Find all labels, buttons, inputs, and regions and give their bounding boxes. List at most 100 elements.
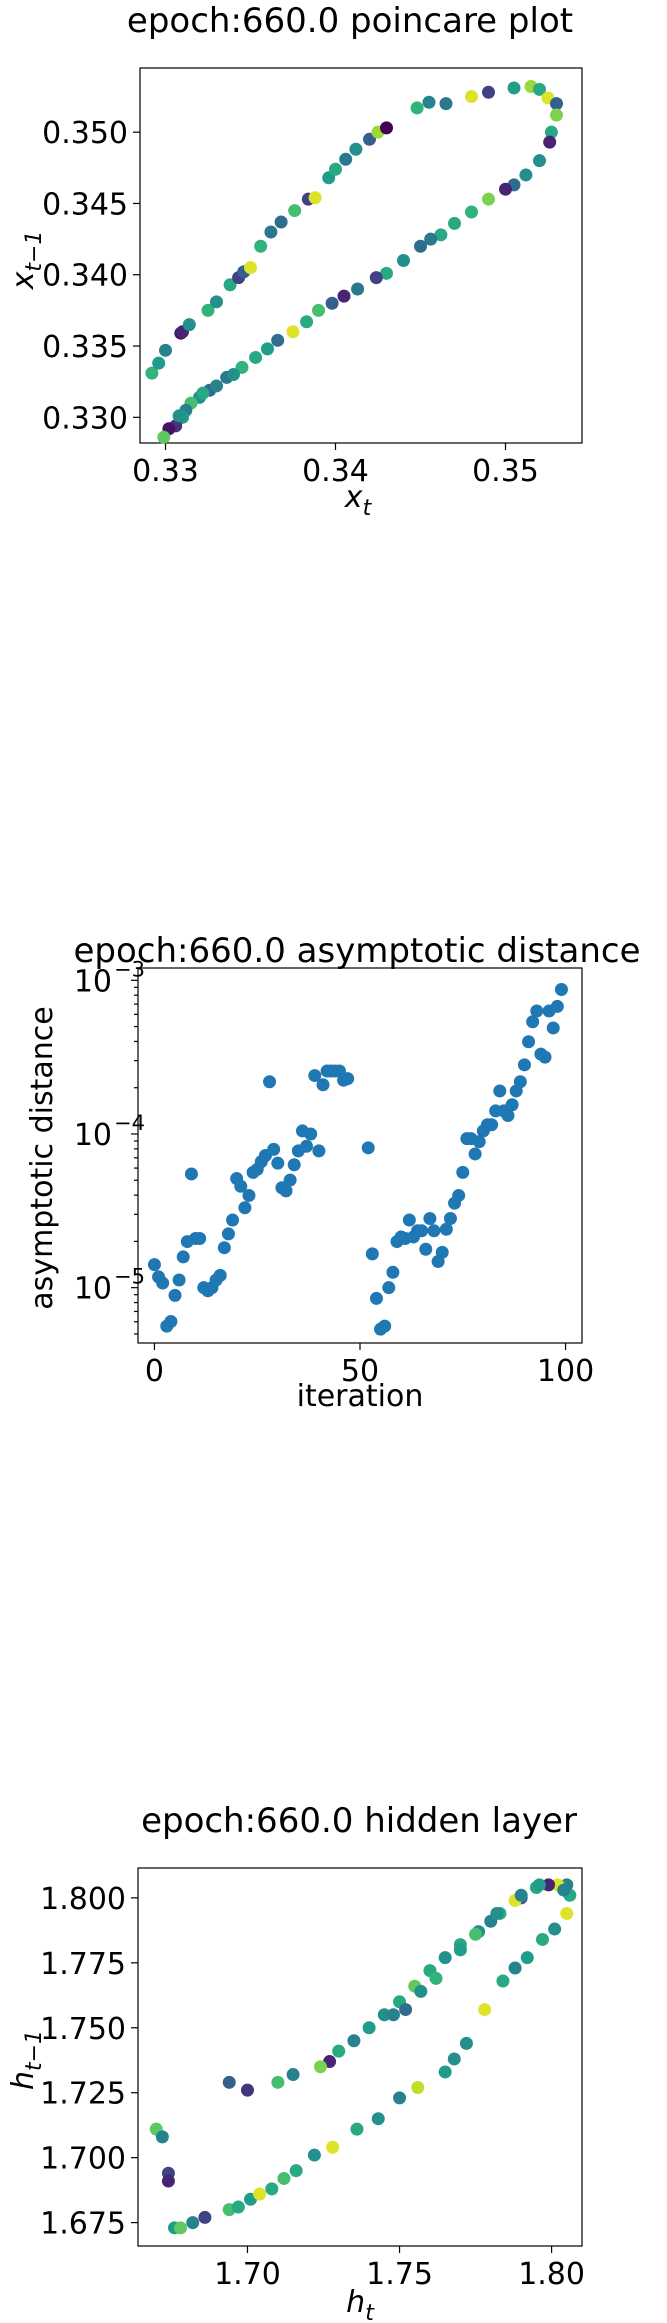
asymptotic-distance-point [312,1144,326,1158]
poincare-plot-point [507,81,521,95]
poincare-plot-point [533,82,546,96]
poincare-plot-point [264,225,278,239]
hidden-layer-point [414,1984,428,1998]
asymptotic-distance-point [341,1072,355,1086]
asymptotic-distance-point [513,1075,527,1089]
hidden-layer-point [386,2008,400,2022]
poincare-plot-xtick-label: 0.35 [472,454,539,489]
poincare-plot-point [550,97,563,111]
hidden-layer-point [326,2140,340,2154]
asymptotic-distance-point [176,1250,190,1264]
poincare-plot-point [550,108,563,122]
poincare-plot-xlabel-sub: t [363,496,373,521]
asymptotic-distance-point [271,1156,285,1170]
asymptotic-distance-point [234,1179,248,1193]
poincare-plot-xlabel: xt [344,480,373,521]
hidden-layer-point [520,1951,534,1965]
hidden-layer-point [286,2068,300,2082]
asymptotic-distance-point [263,1075,277,1089]
hidden-layer-point [438,2065,452,2079]
poincare-plot-point [434,228,448,242]
hidden-layer-point [277,2171,291,2185]
hidden-layer-frame [137,1867,583,2247]
asymptotic-distance-ytick-exponent: −3 [114,957,145,981]
asymptotic-distance-point [213,1268,227,1282]
asymptotic-distance-point [267,1142,281,1156]
poincare-plot-point [172,409,186,423]
hidden-layer-point [332,2044,346,2058]
hidden-layer-point [411,2081,425,2095]
hidden-layer-point [438,1951,452,1965]
hidden-layer-point [535,1932,549,1946]
asymptotic-distance-point [304,1127,318,1141]
hidden-layer-ylabel-sub: t−1 [22,2030,47,2071]
poincare-plot-ticks: 0.33 0.34 0.35 0.330 0.335 0.340 0.345 0.350 [42,116,539,489]
poincare-plot-point [152,356,166,370]
poincare-plot-point [145,366,159,380]
poincare-plot-point [325,296,339,310]
poincare-plot-point [465,90,478,104]
hidden-layer-point [186,2216,200,2230]
poincare-plot-point [288,204,302,218]
asymptotic-distance-ytick-exponent: −5 [114,1265,145,1289]
poincare-plot-ytick-label: 0.330 [42,401,128,436]
asymptotic-distance-point [522,1035,536,1049]
asymptotic-distance-point [168,1288,182,1302]
poincare-plot-point [380,121,393,135]
asymptotic-distance-point [147,1258,161,1272]
poincare-plot-point [159,343,172,357]
poincare-plot-point [157,430,171,444]
poincare-plot-point [201,303,215,317]
poincare-plot-point [210,379,223,393]
asymptotic-distance-xtick-label: 100 [537,1354,594,1389]
hidden-layer-point [508,1961,522,1975]
hidden-layer-point [542,1878,556,1892]
asymptotic-distance-point [402,1213,416,1227]
hidden-layer-point [289,2164,303,2178]
hidden-layer-xlabel-base: h [346,2285,365,2320]
hidden-layer-point [496,1974,510,1988]
hidden-layer-ytick-label: 1.775 [40,1947,126,1982]
asymptotic-distance-ytick-exponent: −4 [114,1111,145,1135]
poincare-plot-point [410,101,424,115]
poincare-plot-point [308,191,322,205]
asymptotic-distance-point [365,1247,379,1261]
poincare-plot-panel: epoch:660.0 poincare plot 0.33 0.34 0.350.… [6,1,583,521]
poincare-plot-point [337,289,351,303]
poincare-plot-point [439,97,453,111]
hidden-layer-point [174,2221,188,2235]
asymptotic-distance-point [279,1184,293,1198]
poincare-plot-point [543,135,557,149]
poincare-plot-ylabel: xt−1 [6,231,47,291]
asymptotic-distance-point [300,1139,314,1153]
hidden-layer-point [399,2003,413,2017]
hidden-layer-ytick-label: 1.725 [40,2077,126,2112]
poincare-plot-ytick-label: 0.340 [42,259,128,294]
hidden-layer-ticks: 1.70 1.75 1.80 1.675 1.700 1.725 1.750 1.775 1.8… [40,1882,585,2292]
poincare-plot-point [300,315,314,329]
hidden-layer-point [222,2075,236,2089]
hidden-layer-point [271,2075,285,2089]
hidden-layer-point [371,2112,385,2126]
hidden-layer-point [560,1906,574,1920]
hidden-layer-xlabel: ht [346,2285,375,2323]
poincare-plot-point [397,253,410,267]
poincare-plot-ytick-label: 0.345 [42,187,128,222]
hidden-layer-point [377,2008,391,2022]
asymptotic-distance-point [172,1273,186,1287]
asymptotic-distance-point [550,999,564,1013]
poincare-plot-frame [139,67,583,444]
hidden-layer-ytick-label: 1.700 [40,2142,126,2177]
hidden-layer-point [240,2083,254,2097]
hidden-layer-xtick-label: 1.75 [366,2257,433,2292]
hidden-layer-point [350,2122,364,2136]
poincare-plot-point [448,216,461,230]
hidden-layer-point [557,1883,571,1897]
poincare-plot-point [482,192,495,206]
asymptotic-distance-point [435,1245,449,1259]
poincare-plot-point [424,232,438,246]
poincare-plot-point [235,360,249,374]
hidden-layer-ytick-label: 1.800 [40,1882,126,1917]
poincare-plot-point [414,239,427,253]
asymptotic-distance-point [193,1231,207,1245]
